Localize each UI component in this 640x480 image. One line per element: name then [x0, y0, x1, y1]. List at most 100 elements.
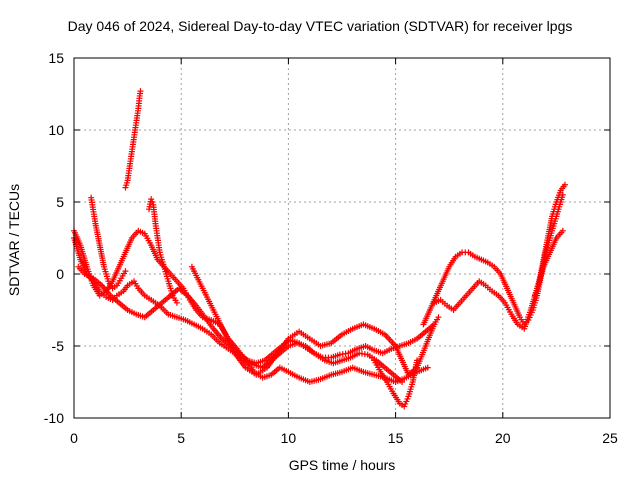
data-trace-segment: [91, 284, 102, 297]
data-trace-segment: [447, 255, 458, 268]
data-point: [414, 357, 421, 364]
data-trace-segment: [484, 284, 493, 293]
data-trace-segment: [130, 229, 140, 240]
grid-layer: [74, 58, 610, 418]
data-trace-segment: [78, 244, 90, 268]
data-trace-segment: [341, 355, 352, 363]
data-trace-segment: [218, 341, 230, 351]
data-trace-segment: [511, 301, 523, 319]
y-axis-label: SDTVAR / TECUs: [6, 183, 22, 297]
data-trace-segment: [289, 337, 300, 346]
data-trace-segment: [518, 316, 526, 325]
data-trace-segment: [186, 294, 198, 307]
data-trace-segment: [509, 313, 520, 326]
data-trace-segment: [210, 318, 221, 327]
data-trace-segment: [308, 337, 322, 348]
data-trace-segment: [136, 287, 147, 297]
data-trace-segment: [263, 351, 275, 362]
data-trace-segment: [393, 345, 405, 362]
data-trace-segment: [158, 304, 170, 316]
data-trace-segment: [124, 165, 133, 181]
data-trace-segment: [201, 327, 213, 337]
data-trace-segment: [193, 322, 204, 331]
data-trace-segment: [211, 309, 227, 333]
data-trace-segment: [330, 369, 343, 378]
data-trace-segment: [298, 375, 311, 385]
data-trace-segment: [381, 346, 393, 356]
data-trace-segment: [556, 194, 566, 210]
data-trace-segment: [115, 277, 123, 287]
data-trace-segment: [131, 122, 139, 138]
data-trace-segment: [160, 294, 172, 305]
data-trace-segment: [92, 276, 104, 288]
data-trace-segment: [315, 353, 326, 362]
data-trace-segment: [88, 197, 99, 225]
data-trace-segment: [503, 302, 514, 316]
data-trace-segment: [169, 272, 179, 283]
data-trace-segment: [330, 332, 344, 345]
data-trace-segment: [439, 298, 448, 307]
data-trace-segment: [255, 366, 268, 377]
data-trace-segment: [101, 266, 111, 282]
data-trace-segment: [454, 250, 463, 259]
data-point: [122, 268, 129, 275]
data-point: [148, 196, 155, 203]
data-trace-segment: [209, 333, 222, 345]
data-trace-segment: [246, 358, 258, 366]
data-trace-segment: [116, 289, 125, 298]
data-trace-segment: [150, 298, 161, 308]
series-sat-h: [371, 357, 421, 410]
data-trace-segment: [421, 309, 432, 326]
data-trace-segment: [416, 365, 429, 375]
data-trace-segment: [319, 372, 333, 382]
data-trace-segment: [100, 284, 113, 297]
data-trace-segment: [129, 136, 137, 153]
data-trace-segment: [126, 308, 138, 317]
data-trace-segment: [83, 272, 95, 281]
data-trace-segment: [399, 359, 411, 376]
x-tick-label: 5: [177, 430, 185, 446]
data-trace-segment: [194, 304, 207, 319]
y-tick-label: 15: [48, 50, 64, 66]
data-trace-segment: [347, 346, 358, 356]
data-trace-segment: [98, 289, 108, 298]
data-trace-segment: [486, 260, 496, 269]
series-sat-f: [146, 196, 180, 306]
data-trace-segment: [414, 345, 428, 369]
data-trace-segment: [372, 359, 383, 373]
series-sat-c: [75, 263, 406, 385]
data-trace-segment: [203, 316, 215, 330]
data-trace-segment: [287, 340, 298, 349]
data-trace-segment: [127, 151, 135, 167]
data-trace-segment: [497, 294, 507, 304]
data-trace-segment: [505, 287, 516, 304]
data-trace-segment: [222, 330, 237, 355]
data-trace-segment: [467, 250, 476, 259]
series-sat-d: [88, 194, 129, 292]
data-trace-segment: [269, 366, 282, 377]
data-trace-segment: [452, 301, 462, 312]
data-point: [137, 88, 144, 95]
data-trace-segment: [378, 370, 389, 383]
data-trace-segment: [330, 352, 341, 360]
data-trace-segment: [135, 97, 143, 109]
data-trace-segment: [166, 280, 175, 297]
plot-frame: [73, 57, 611, 419]
data-trace-segment: [71, 229, 83, 247]
data-trace-segment: [110, 265, 122, 283]
series-sat-k: [531, 181, 568, 299]
x-tick-label: 10: [281, 430, 297, 446]
data-trace-segment: [184, 318, 195, 327]
data-trace-segment: [332, 358, 343, 366]
data-trace-segment: [171, 295, 179, 304]
data-trace-segment: [339, 350, 349, 358]
data-trace-segment: [143, 232, 153, 246]
series-sat-g: [188, 263, 438, 378]
y-tick-label: 10: [48, 122, 64, 138]
data-point: [431, 321, 438, 328]
data-trace-segment: [176, 314, 187, 323]
data-trace-segment: [464, 287, 475, 297]
data-point: [435, 314, 442, 321]
data-trace-segment: [298, 330, 311, 341]
